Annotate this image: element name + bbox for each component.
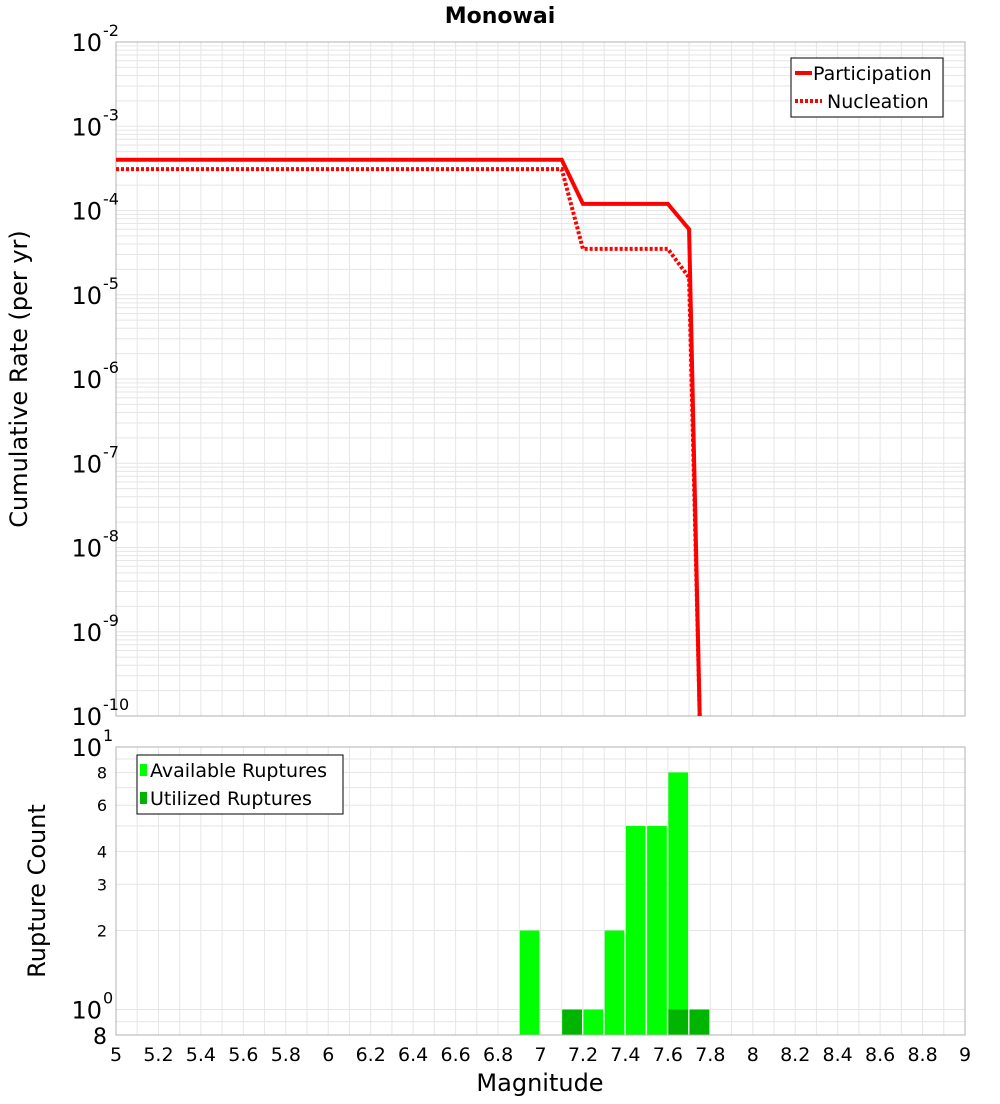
legend-swatch-utilized <box>140 792 147 804</box>
x-tick-label: 7.2 <box>568 1044 598 1066</box>
bar-available-ruptures <box>668 772 689 1035</box>
legend-label-participation: Participation <box>813 63 932 85</box>
bar-utilized-ruptures <box>562 1009 582 1035</box>
x-tick-labels: 5 5.2 5.4 5.6 5.8 6 6.2 6.4 6.6 6.8 7 7.2 7.4 7.6 7.8 8… <box>110 1044 971 1066</box>
x-tick-label: 6.4 <box>398 1044 428 1066</box>
y-tick-label-exponent: -6 <box>103 358 119 377</box>
x-tick-label: 7.4 <box>610 1044 640 1066</box>
y-tick-label-exponent: -9 <box>103 611 119 630</box>
top-plot-frame <box>115 41 966 717</box>
x-tick-label: 6.8 <box>483 1044 513 1066</box>
x-axis-label: Magnitude <box>476 1069 603 1097</box>
y-tick-label: 10 <box>71 198 102 226</box>
y-tick-label: 2 <box>97 922 107 941</box>
y-tick-label-exponent: -2 <box>103 21 119 40</box>
y-tick-label: 10 <box>71 997 102 1025</box>
y-tick-label-exponent: -3 <box>103 105 119 124</box>
y-tick-label-exponent: 0 <box>103 989 113 1008</box>
series-line-nucleation <box>116 167 702 717</box>
y-tick-label: 10 <box>71 703 102 731</box>
y-tick-label-exponent: -10 <box>103 695 129 714</box>
y-tick-label: 10 <box>71 734 102 762</box>
bottom-y-axis-label: Rupture Count <box>23 804 51 978</box>
y-tick-label: 10 <box>71 366 102 394</box>
bar-utilized-ruptures <box>668 1009 689 1035</box>
x-tick-label: 9 <box>959 1044 971 1066</box>
x-tick-label: 6 <box>322 1044 334 1066</box>
bottom-plot-bars <box>519 772 710 1035</box>
y-tick-label: 10 <box>71 619 102 647</box>
y-tick-label: 6 <box>97 796 107 815</box>
bottom-legend: Available Ruptures Utilized Ruptures <box>136 754 344 815</box>
x-tick-label: 5.8 <box>271 1044 301 1066</box>
legend-swatch-available <box>140 764 147 776</box>
x-tick-label: 7.6 <box>653 1044 683 1066</box>
legend-label-available: Available Ruptures <box>150 760 327 782</box>
y-tick-label: 8 <box>93 1025 107 1050</box>
x-tick-label: 7.8 <box>695 1044 725 1066</box>
x-tick-label: 8 <box>747 1044 759 1066</box>
x-tick-label: 8.8 <box>907 1044 937 1066</box>
bottom-plot-frame <box>115 746 966 1036</box>
y-tick-label: 4 <box>97 842 107 861</box>
y-tick-label: 8 <box>97 763 107 782</box>
x-tick-label: 6.6 <box>440 1044 470 1066</box>
y-tick-label-exponent: -8 <box>103 527 119 546</box>
x-tick-label: 5 <box>110 1044 122 1066</box>
y-tick-label: 10 <box>71 29 102 57</box>
x-tick-label: 8.6 <box>865 1044 895 1066</box>
y-tick-label-exponent: -7 <box>103 442 119 461</box>
x-tick-label: 5.2 <box>143 1044 173 1066</box>
bottom-legend-box <box>136 754 344 815</box>
top-plot-series <box>116 157 702 717</box>
y-tick-label-exponent: -4 <box>103 190 119 209</box>
x-tick-label: 7 <box>534 1044 546 1066</box>
x-tick-label: 8.4 <box>823 1044 853 1066</box>
bar-available-ruptures <box>583 1009 604 1035</box>
top-legend-box <box>790 57 944 118</box>
x-tick-label: 5.4 <box>186 1044 216 1066</box>
y-tick-label: 10 <box>71 535 102 563</box>
legend-label-nucleation: Nucleation <box>827 91 929 113</box>
bar-utilized-ruptures <box>689 1009 710 1035</box>
bar-available-ruptures <box>519 930 540 1035</box>
bar-available-ruptures <box>647 826 667 1035</box>
bar-available-ruptures <box>604 930 625 1035</box>
y-tick-label: 3 <box>97 875 107 894</box>
chart-title: Monowai <box>445 4 556 29</box>
x-tick-label: 8.2 <box>780 1044 810 1066</box>
x-tick-label: 6.2 <box>356 1044 386 1066</box>
top-legend: Participation Nucleation <box>790 57 944 118</box>
y-tick-label: 10 <box>71 282 102 310</box>
y-tick-label-exponent: -5 <box>103 274 119 293</box>
legend-label-utilized: Utilized Ruptures <box>150 788 312 810</box>
y-tick-label-exponent: 1 <box>103 726 113 745</box>
bar-available-ruptures <box>625 826 646 1035</box>
y-tick-label: 10 <box>71 450 102 478</box>
x-tick-label: 5.6 <box>228 1044 258 1066</box>
y-tick-label: 10 <box>71 113 102 141</box>
top-plot-grid <box>115 42 966 717</box>
top-y-axis-label: Cumulative Rate (per yr) <box>5 230 33 528</box>
series-line-participation <box>116 157 702 717</box>
